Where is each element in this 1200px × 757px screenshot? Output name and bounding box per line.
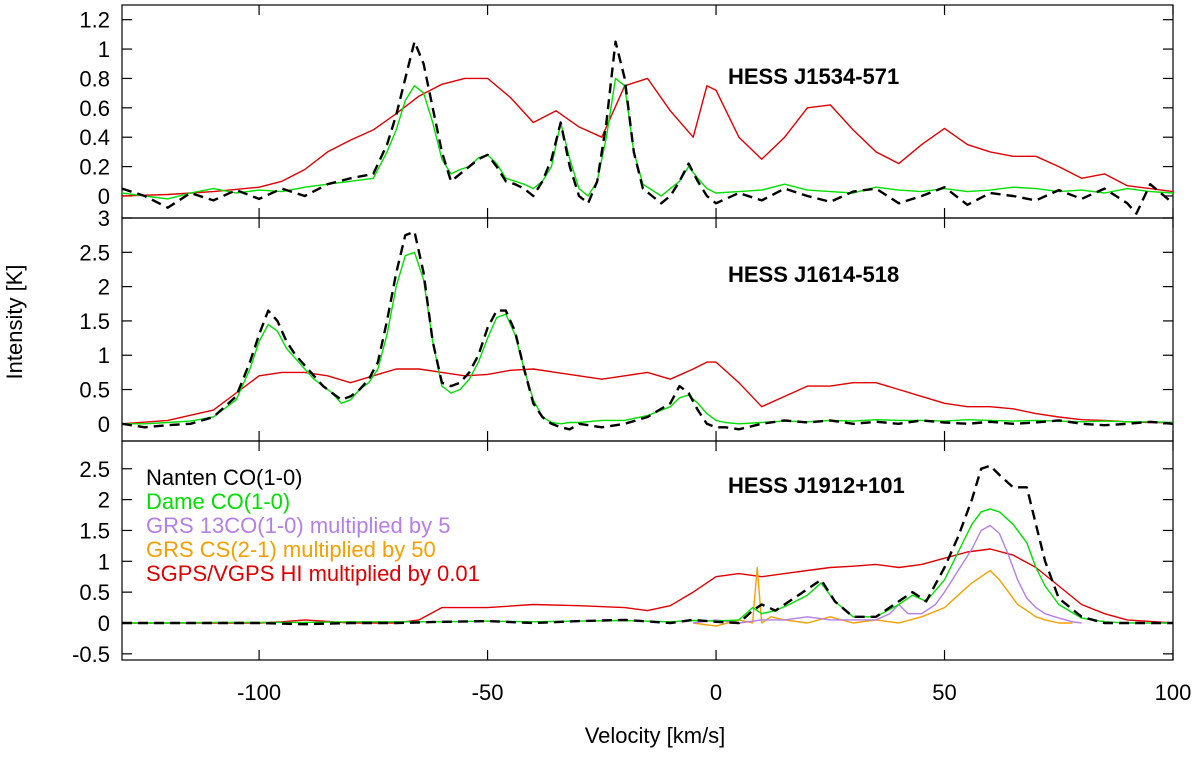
y-tick-label: 0.2 <box>79 155 110 180</box>
legend-entry-grs-cs-2-1-multiplied-by-50: GRS CS(2-1) multiplied by 50 <box>146 537 436 562</box>
series-line-grs-13co-1-0-multiplied-by-5 <box>693 524 1082 624</box>
legend-entry-dame-co-1-0: Dame CO(1-0) <box>146 489 290 514</box>
y-tick-label: 0.4 <box>79 125 110 150</box>
x-tick-label: 100 <box>1155 680 1192 705</box>
series-line-sgps-vgps-hi-multiplied-by-0-01 <box>122 361 1173 425</box>
y-tick-label: 1.2 <box>79 8 110 33</box>
panel-title: HESS J1614-518 <box>728 262 899 287</box>
y-tick-label: 2.5 <box>79 240 110 265</box>
series-line-sgps-vgps-hi-multiplied-by-0-01 <box>122 548 1173 624</box>
panels-layer: 0 0.2 0.4 0.6 0.8 1 1.2 HESS J1534-571 0 0.5 1 1.5 2… <box>72 4 1174 667</box>
y-tick-label: 2 <box>98 488 110 513</box>
x-axis: -100 -50 0 50 100 <box>237 680 1191 705</box>
y-axis-label: Intensity [K] <box>2 265 27 380</box>
x-tick-label: 0 <box>710 680 722 705</box>
panel-1: 0 0.2 0.4 0.6 0.8 1 1.2 HESS J1534-571 <box>79 4 1174 219</box>
legend: Nanten CO(1-0)Dame CO(1-0)GRS 13CO(1-0) … <box>146 465 480 586</box>
y-tick-label: 0.8 <box>79 66 110 91</box>
panel-frame <box>121 217 1174 442</box>
y-tick-label: 1 <box>98 37 110 62</box>
y-tick-label: -0.5 <box>72 642 110 667</box>
y-tick-label: 0.5 <box>79 580 110 605</box>
y-tick-label: 1.5 <box>79 309 110 334</box>
y-tick-label: 2 <box>98 275 110 300</box>
y-tick-label: 0.5 <box>79 378 110 403</box>
y-tick-label: 0 <box>98 184 110 209</box>
panel-frame <box>121 440 1174 661</box>
panel-title: HESS J1534-571 <box>728 64 899 89</box>
panel-title: HESS J1912+101 <box>728 473 905 498</box>
legend-entry-sgps-vgps-hi-multiplied-by-0-01: SGPS/VGPS HI multiplied by 0.01 <box>146 561 480 586</box>
y-tick-label: 2.5 <box>79 457 110 482</box>
series-line-nanten-co-1-0 <box>122 230 1173 431</box>
y-tick-label: 0.6 <box>79 96 110 121</box>
series-line-grs-cs-2-1-multiplied-by-50 <box>693 566 1073 627</box>
series-line-sgps-vgps-hi-multiplied-by-0-01 <box>122 77 1173 197</box>
y-tick-label: 0 <box>98 412 110 437</box>
x-tick-label: 50 <box>932 680 956 705</box>
x-tick-label: -50 <box>472 680 504 705</box>
y-tick-label: 1.5 <box>79 518 110 543</box>
x-tick-label: -100 <box>237 680 281 705</box>
series-line-dame-co-1-0 <box>122 251 1173 425</box>
legend-entry-grs-13co-1-0-multiplied-by-5: GRS 13CO(1-0) multiplied by 5 <box>146 513 450 538</box>
series-line-nanten-co-1-0 <box>122 464 1173 626</box>
panel-3: -0.5 0 0.5 1 1.5 2 2.5 HESS J1912+101 <box>72 440 1174 667</box>
panel-frame <box>121 4 1174 219</box>
y-tick-label: 3 <box>98 206 110 231</box>
y-tick-label: 1 <box>98 343 110 368</box>
x-axis-label: Velocity [km/s] <box>585 723 726 748</box>
series-line-nanten-co-1-0 <box>122 40 1173 215</box>
y-tick-label: 0 <box>98 611 110 636</box>
series-line-dame-co-1-0 <box>122 77 1173 200</box>
legend-entry-nanten-co-1-0: Nanten CO(1-0) <box>146 465 303 490</box>
panel-2: 0 0.5 1 1.5 2 2.5 3 HESS J1614-518 <box>79 206 1174 442</box>
y-tick-label: 1 <box>98 549 110 574</box>
